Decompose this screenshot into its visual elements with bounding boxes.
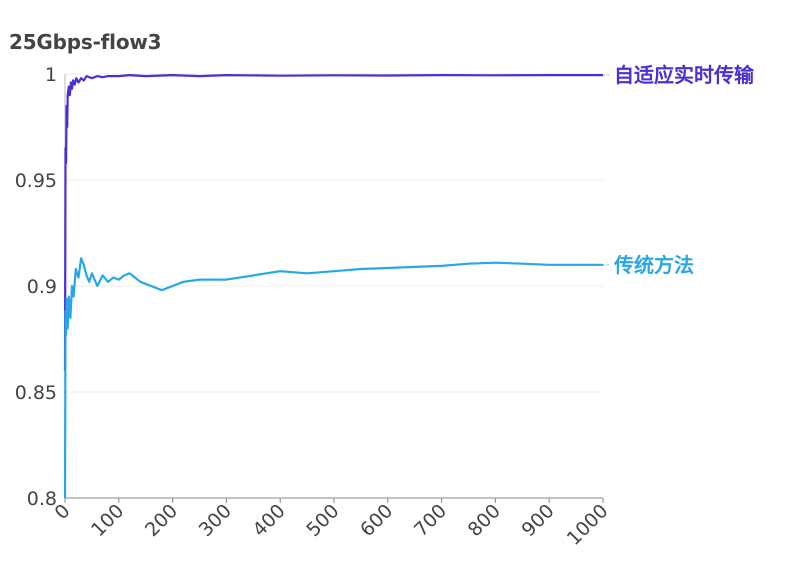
- y-tick-label: 1: [45, 64, 57, 86]
- x-tick-label: 400: [249, 500, 290, 541]
- series-label-2: 传统方法: [613, 253, 694, 277]
- series-line-2: [63, 257, 603, 499]
- y-tick-label: 0.8: [27, 488, 57, 510]
- x-tick-label: 300: [195, 500, 236, 541]
- x-tick-label: 900: [518, 500, 559, 541]
- series-line-1: [63, 74, 603, 371]
- x-tick-label: 0: [50, 500, 74, 524]
- x-tick-label: 1000: [563, 500, 613, 550]
- x-tick-label: 100: [87, 500, 128, 541]
- chart-title: 25Gbps-flow3: [9, 30, 162, 54]
- y-tick-label: 0.9: [27, 276, 57, 298]
- x-tick-label: 800: [464, 500, 505, 541]
- x-tick-label: 500: [302, 500, 343, 541]
- x-tick-label: 700: [410, 500, 451, 541]
- y-tick-label: 0.95: [15, 170, 57, 192]
- y-tick-label: 0.85: [15, 382, 57, 404]
- series-label-1: 自适应实时传输: [614, 63, 755, 87]
- x-tick-label: 200: [141, 500, 182, 541]
- x-tick-label: 600: [356, 500, 397, 541]
